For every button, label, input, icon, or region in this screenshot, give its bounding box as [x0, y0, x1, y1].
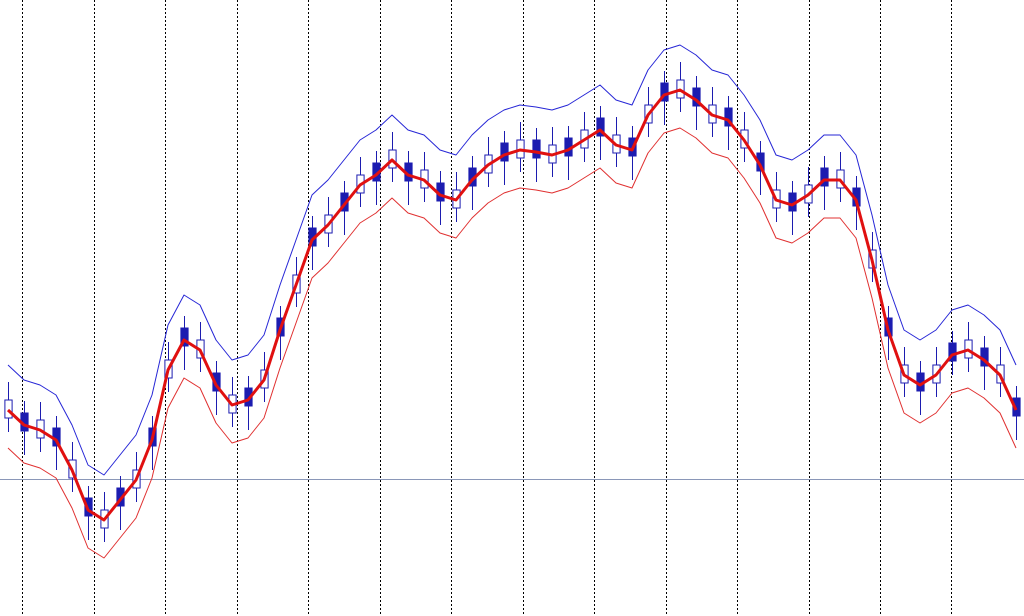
candle-body — [596, 117, 605, 137]
candle-body — [948, 342, 957, 362]
band-line — [7, 44, 1017, 476]
candle-body — [532, 139, 541, 159]
candle-body — [84, 497, 93, 517]
band-line — [7, 127, 1017, 559]
candle-body — [500, 142, 509, 162]
candle-body — [724, 107, 733, 127]
candle-body — [820, 167, 829, 187]
candle-body — [4, 399, 13, 419]
candle-body — [180, 327, 189, 347]
candle-body — [212, 372, 221, 392]
band-line — [6, 88, 1018, 522]
candle-body — [1012, 397, 1021, 417]
candle-body — [660, 82, 669, 102]
